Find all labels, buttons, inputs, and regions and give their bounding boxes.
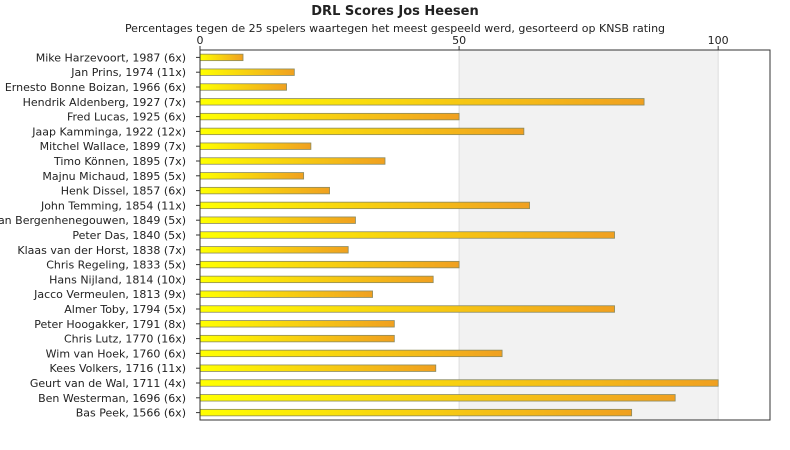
bar [199, 127, 525, 136]
x-tick-label: 50 [452, 34, 466, 47]
chart-subtitle: Percentages tegen de 25 spelers waartege… [124, 22, 666, 35]
plot-background [200, 50, 770, 420]
bar [199, 260, 460, 269]
y-tick-label: Kees Volkers, 1716 (11x) [50, 362, 186, 375]
bar [199, 349, 503, 358]
plot-band [718, 50, 770, 420]
x-tick-label: 0 [197, 34, 204, 47]
y-tick-label: Majnu Michaud, 1895 (5x) [42, 170, 186, 183]
y-tick-label: Mitchel Wallace, 1899 (7x) [40, 140, 186, 153]
bar [199, 246, 349, 254]
bar [199, 68, 295, 76]
y-tick-label: Klaas van der Horst, 1838 (7x) [17, 244, 186, 257]
y-tick-label: Chris Lutz, 1770 (16x) [64, 333, 186, 346]
y-tick-label: Hans Nijland, 1814 (10x) [49, 273, 186, 286]
y-tick-label: Chris Regeling, 1833 (5x) [46, 259, 186, 272]
bar [199, 408, 633, 417]
y-tick-label: Almer Toby, 1794 (5x) [64, 303, 186, 316]
bar [199, 186, 330, 195]
bar [199, 394, 676, 402]
bar [199, 379, 719, 387]
y-axis-labels: Mike Harzevoort, 1987 (6x) Jan Prins, 197… [0, 51, 200, 420]
y-tick-label: Henk Dissel, 1857 (6x) [61, 185, 186, 198]
y-tick-label: Jan Prins, 1974 (11x) [70, 66, 186, 79]
x-tick-label: 100 [708, 34, 729, 47]
y-tick-label: Timo Können, 1895 (7x) [53, 155, 186, 168]
bar [199, 364, 437, 372]
y-tick-label: Fred Lucas, 1925 (6x) [67, 111, 186, 124]
y-tick-label: Jacco Vermeulen, 1813 (9x) [33, 288, 186, 301]
bar [199, 275, 434, 284]
y-tick-label: Wim van Hoek, 1760 (6x) [46, 347, 186, 360]
bar [199, 320, 395, 328]
bar [199, 201, 530, 210]
x-axis-ticks: 0 50 100 [197, 34, 729, 50]
y-tick-label: Aad van Bergenhenegouwen, 1849 (5x) [0, 214, 186, 227]
y-tick-label: Jaap Kamminga, 1922 (12x) [31, 125, 186, 138]
bar [199, 231, 615, 239]
bar [199, 305, 615, 313]
y-tick-label: Ben Westerman, 1696 (6x) [38, 392, 186, 405]
bar [199, 112, 460, 121]
bar [199, 290, 373, 298]
y-tick-label: Peter Das, 1840 (5x) [72, 229, 186, 242]
bar [199, 142, 312, 150]
bar [199, 216, 356, 224]
bar [199, 98, 645, 106]
bar [199, 157, 386, 165]
bar [199, 53, 244, 62]
y-tick-label: John Temming, 1854 (11x) [40, 199, 186, 212]
chart-title: DRL Scores Jos Heesen [311, 4, 479, 19]
bar [199, 83, 287, 91]
y-tick-label: Peter Hoogakker, 1791 (8x) [34, 318, 186, 331]
bars [199, 53, 719, 417]
plot-frame [199, 49, 771, 421]
y-tick-label: Bas Peek, 1566 (6x) [76, 407, 186, 420]
bar [199, 334, 395, 343]
y-tick-label: Hendrik Aldenberg, 1927 (7x) [23, 96, 186, 109]
bar [199, 172, 305, 180]
y-tick-label: Ernesto Bonne Boizan, 1966 (6x) [5, 81, 186, 94]
y-tick-label: Geurt van de Wal, 1711 (4x) [30, 377, 186, 390]
y-tick-label: Mike Harzevoort, 1987 (6x) [36, 51, 186, 64]
